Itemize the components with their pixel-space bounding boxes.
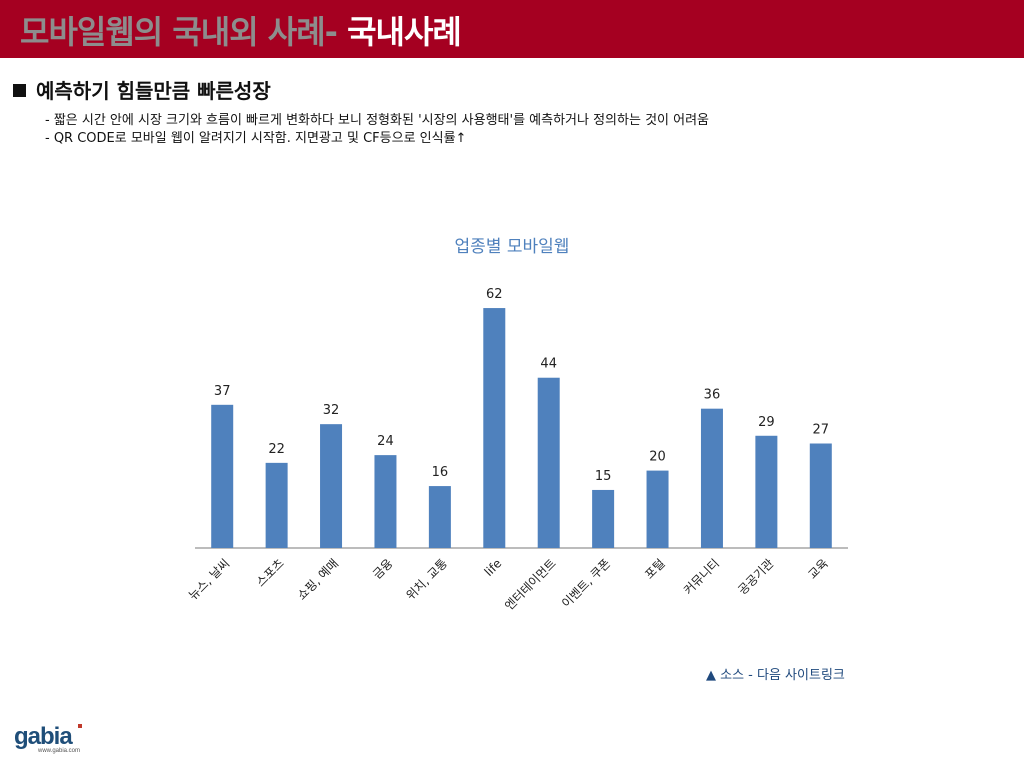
data-label: 29 (758, 415, 775, 430)
x-tick-label: 엔터테이먼트 (502, 556, 559, 613)
logo-brand: gabia (14, 723, 73, 750)
data-label: 37 (214, 384, 231, 399)
x-tick-label: life (482, 556, 505, 579)
data-label: 20 (649, 450, 666, 465)
section-heading: 예측하기 힘들만큼 빠른성장 (13, 75, 271, 104)
x-tick-label: 커뮤니티 (681, 556, 722, 597)
source-note: ▲ 소스 - 다음 사이트링크 (706, 668, 845, 683)
bar (755, 435, 778, 548)
bullet-item: - QR CODE로 모바일 웹이 알려지기 시작함. 지면광고 및 CF등으로… (45, 131, 467, 146)
data-label: 15 (595, 469, 612, 484)
x-tick-label: 위치, 교통 (403, 556, 450, 603)
bar (537, 377, 560, 548)
bar (592, 489, 615, 548)
x-tick-label: 스포츠 (253, 556, 286, 589)
bar (483, 308, 506, 548)
data-label: 22 (268, 442, 285, 457)
x-tick-label: 교육 (805, 556, 831, 582)
gabia-logo: gabia www.gabia.com (14, 723, 82, 754)
bar (646, 470, 669, 548)
x-tick-label: 포털 (642, 556, 668, 582)
page-title-main: 모바일웹의 국내외 사례- (20, 13, 338, 51)
data-label: 36 (704, 388, 721, 403)
data-label: 27 (813, 423, 830, 438)
chart-title: 업종별 모바일웹 (454, 237, 570, 257)
bar (211, 404, 234, 548)
title-bar: 모바일웹의 국내외 사례- 국내사례 (0, 0, 1024, 58)
logo-url: www.gabia.com (37, 748, 80, 754)
bullet-list: - 짧은 시간 안에 시장 크기와 흐름이 빠르게 변화하다 보니 정형화된 '… (45, 112, 709, 148)
bar (809, 443, 832, 548)
data-label: 32 (323, 403, 340, 418)
page-title-sub: 국내사례 (336, 13, 462, 51)
bar (374, 455, 397, 548)
data-label: 44 (540, 357, 557, 372)
bar (700, 408, 723, 548)
bar (320, 424, 343, 548)
data-label: 16 (432, 465, 449, 480)
bar (428, 486, 451, 548)
bullet-item: - 짧은 시간 안에 시장 크기와 흐름이 빠르게 변화하다 보니 정형화된 '… (45, 113, 709, 128)
x-tick-label: 뉴스, 날씨 (186, 556, 233, 603)
x-tick-label: 쇼핑, 예매 (295, 556, 342, 603)
bar (265, 462, 288, 548)
x-tick-label: 공공기관 (735, 556, 776, 597)
square-bullet-icon (13, 84, 26, 97)
x-tick-label: 금융 (370, 556, 396, 582)
section-heading-text: 예측하기 힘들만큼 빠른성장 (36, 79, 271, 103)
x-tick-label: 이벤트, 쿠폰 (559, 556, 613, 610)
logo-dot (78, 724, 82, 728)
data-label: 24 (377, 434, 394, 449)
page-title: 모바일웹의 국내외 사례- 국내사례 (20, 7, 462, 53)
data-label: 62 (486, 287, 503, 302)
